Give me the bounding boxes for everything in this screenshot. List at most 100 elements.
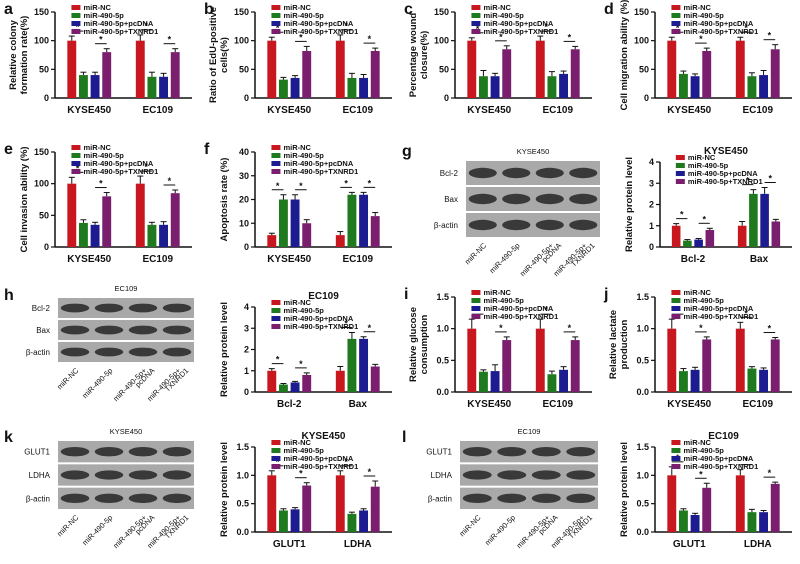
- y-axis-label: Relative protein level: [624, 157, 635, 252]
- bar: [90, 224, 100, 247]
- bar: [278, 79, 288, 98]
- bar: [490, 76, 500, 98]
- significance-mark: *: [168, 176, 172, 186]
- bar: [67, 40, 77, 98]
- blot-row-label: β-actin: [26, 348, 50, 357]
- legend-label: miR-490-5p+pcDNA: [683, 454, 753, 463]
- legend-swatch: [71, 161, 81, 166]
- blot-band: [566, 493, 596, 504]
- error-bar: [148, 71, 155, 77]
- legend-swatch: [471, 298, 481, 303]
- y-tick-label: 0.0: [436, 387, 449, 397]
- legend-label: miR-490-5p+TXNRD1: [483, 27, 558, 36]
- bar: [347, 77, 357, 98]
- bar: [760, 193, 769, 247]
- bar: [737, 225, 747, 247]
- bar: [267, 40, 277, 98]
- significance-mark: *: [368, 467, 372, 477]
- y-axis-label: cells(%): [219, 37, 230, 73]
- bar: [278, 384, 288, 392]
- error-bar: [680, 70, 687, 74]
- legend-swatch: [471, 13, 481, 18]
- y-tick-label: 0: [649, 242, 654, 252]
- legend-label: miR-490-5p+pcDNA: [83, 19, 153, 28]
- blot-lane-label: miR-NC: [55, 513, 81, 539]
- blot-band: [128, 447, 158, 457]
- bar: [490, 371, 500, 392]
- legend-swatch: [671, 298, 681, 303]
- y-tick-label: 30: [239, 171, 249, 181]
- legend-label: miR-490-5p+pcDNA: [283, 454, 353, 463]
- panel-label: l: [402, 429, 406, 446]
- bar: [690, 515, 700, 532]
- significance-mark: *: [76, 22, 80, 32]
- bar: [278, 199, 288, 247]
- y-tick-label: 0: [444, 93, 449, 103]
- bar: [683, 240, 692, 247]
- x-tick-label: EC109: [742, 105, 773, 116]
- error-bar: [372, 363, 379, 367]
- y-tick-label: 1.5: [436, 292, 449, 302]
- y-tick-label: 3: [244, 323, 249, 333]
- bar: [747, 368, 757, 392]
- y-axis-label: production: [619, 320, 630, 370]
- y-tick-label: 100: [634, 36, 649, 46]
- significance-mark: *: [144, 162, 148, 172]
- legend-label: miR-490-5p+pcDNA: [683, 19, 753, 28]
- y-tick-label: 0: [44, 93, 49, 103]
- legend-label: miR-490-5p+TXNRD1: [83, 167, 158, 176]
- significance-mark: *: [680, 210, 684, 220]
- legend-label: miR-490-5p+TXNRD1: [683, 462, 758, 471]
- bar: [290, 77, 300, 98]
- error-bar: [560, 366, 567, 370]
- blot-strip: [460, 464, 598, 486]
- error-bar: [268, 232, 275, 236]
- y-tick-label: 40: [239, 147, 249, 157]
- x-tick-label: KYSE450: [267, 254, 311, 265]
- bar: [667, 328, 677, 392]
- y-tick-label: 150: [34, 147, 49, 157]
- blot-band: [462, 470, 492, 480]
- y-tick-label: 150: [434, 7, 449, 17]
- legend-swatch: [675, 171, 685, 176]
- significance-mark: *: [168, 35, 172, 45]
- blot-band: [497, 493, 527, 504]
- legend-swatch: [271, 161, 281, 166]
- error-bar: [692, 512, 699, 515]
- blot-strip: [460, 441, 598, 463]
- blot-title: EC109: [518, 427, 541, 436]
- significance-mark: *: [699, 323, 703, 333]
- panel-label: g: [402, 143, 412, 160]
- blot-strip: [460, 487, 598, 509]
- bar: [570, 49, 580, 98]
- y-tick-label: 2: [244, 345, 249, 355]
- bar: [335, 235, 345, 247]
- x-tick-label: LDHA: [344, 539, 372, 550]
- legend-swatch: [71, 21, 81, 26]
- bar: [147, 76, 157, 98]
- legend-label: miR-NC: [683, 438, 711, 447]
- chart-title: KYSE450: [704, 146, 748, 157]
- blot-band: [535, 219, 564, 231]
- blot-title: EC109: [115, 284, 138, 293]
- chart-title: EC109: [308, 291, 339, 302]
- bar: [759, 512, 769, 532]
- legend-label: miR-490-5p: [283, 151, 324, 160]
- bar: [102, 52, 112, 98]
- legend-label: miR-490-5p: [83, 151, 124, 160]
- bar: [147, 224, 157, 247]
- legend-swatch: [471, 21, 481, 26]
- error-bar: [548, 71, 555, 77]
- blot-band: [60, 303, 90, 313]
- error-bar: [680, 508, 687, 511]
- blot-band: [535, 193, 564, 205]
- y-tick-label: 0.5: [236, 499, 249, 509]
- error-bar: [348, 191, 355, 195]
- bar: [535, 328, 545, 392]
- significance-mark: *: [299, 181, 303, 191]
- blot-band: [162, 493, 192, 504]
- legend-swatch: [271, 308, 281, 313]
- bar: [78, 75, 88, 98]
- legend-swatch: [71, 5, 81, 10]
- error-bar: [360, 191, 367, 195]
